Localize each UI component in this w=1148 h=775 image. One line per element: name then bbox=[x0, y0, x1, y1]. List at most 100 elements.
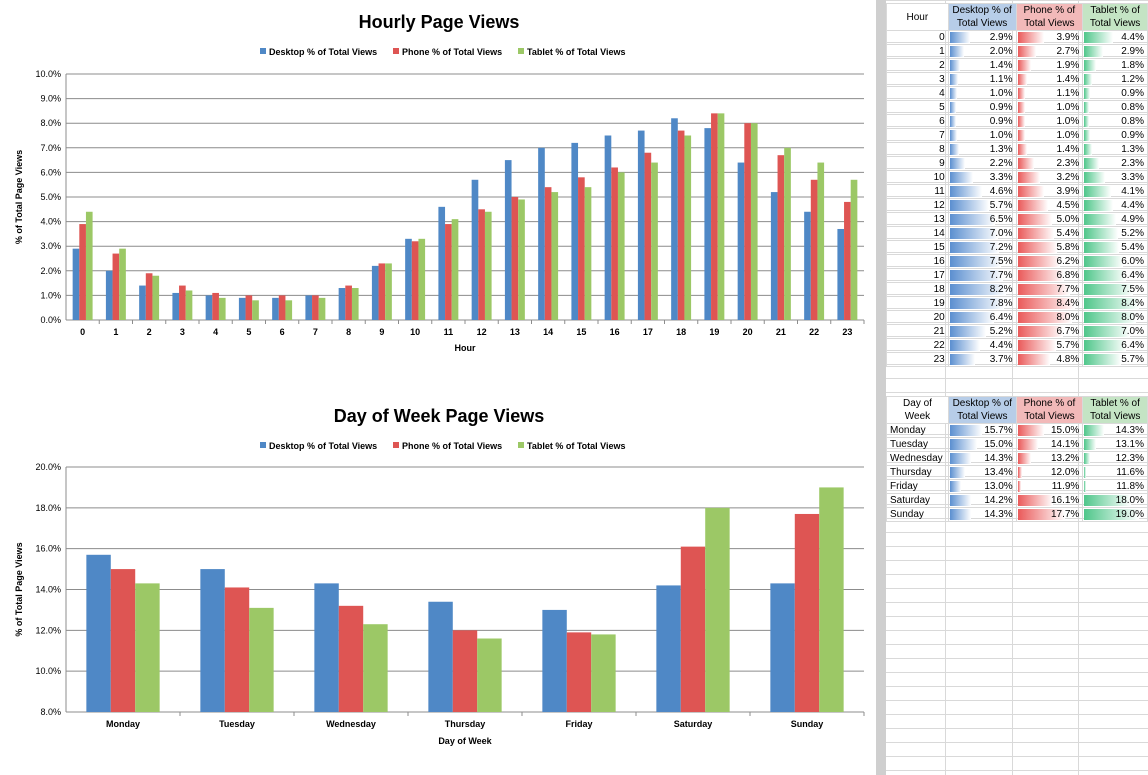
value-cell[interactable]: 0.9% bbox=[947, 114, 1017, 129]
header-phone[interactable]: Phone % of Total Views bbox=[1015, 3, 1084, 31]
value-cell[interactable]: 6.4% bbox=[947, 310, 1017, 325]
value-cell[interactable]: 13.1% bbox=[1082, 437, 1148, 452]
row-label-cell[interactable]: 2 bbox=[886, 58, 949, 73]
value-cell[interactable]: 1.8% bbox=[1082, 58, 1148, 73]
value-cell[interactable]: 2.3% bbox=[1082, 156, 1148, 171]
value-cell[interactable]: 3.3% bbox=[1082, 170, 1148, 185]
value-cell[interactable]: 3.9% bbox=[1015, 184, 1084, 199]
value-cell[interactable]: 2.2% bbox=[947, 156, 1017, 171]
value-cell[interactable]: 5.8% bbox=[1015, 240, 1084, 255]
value-cell[interactable]: 4.4% bbox=[1082, 30, 1148, 45]
header-phone[interactable]: Phone % of Total Views bbox=[1015, 396, 1084, 424]
value-cell[interactable]: 6.2% bbox=[1015, 254, 1084, 269]
row-label-cell[interactable]: 9 bbox=[886, 156, 949, 171]
value-cell[interactable]: 6.4% bbox=[1082, 338, 1148, 353]
value-cell[interactable]: 5.7% bbox=[947, 198, 1017, 213]
value-cell[interactable]: 14.3% bbox=[947, 507, 1017, 522]
row-label-cell[interactable]: 0 bbox=[886, 30, 949, 45]
value-cell[interactable]: 0.9% bbox=[947, 100, 1017, 115]
value-cell[interactable]: 5.2% bbox=[1082, 226, 1148, 241]
value-cell[interactable]: 2.3% bbox=[1015, 156, 1084, 171]
row-label-cell[interactable]: 17 bbox=[886, 268, 949, 283]
value-cell[interactable]: 16.1% bbox=[1015, 493, 1084, 508]
value-cell[interactable]: 2.7% bbox=[1015, 44, 1084, 59]
value-cell[interactable]: 4.6% bbox=[947, 184, 1017, 199]
value-cell[interactable]: 14.2% bbox=[947, 493, 1017, 508]
value-cell[interactable]: 15.0% bbox=[947, 437, 1017, 452]
value-cell[interactable]: 2.9% bbox=[1082, 44, 1148, 59]
value-cell[interactable]: 5.2% bbox=[947, 324, 1017, 339]
value-cell[interactable]: 1.0% bbox=[1015, 114, 1084, 129]
row-label-cell[interactable]: 18 bbox=[886, 282, 949, 297]
row-label-cell[interactable]: Saturday bbox=[886, 493, 949, 508]
header-tablet[interactable]: Tablet % of Total Views bbox=[1082, 3, 1148, 31]
value-cell[interactable]: 1.1% bbox=[1015, 86, 1084, 101]
row-label-cell[interactable]: 19 bbox=[886, 296, 949, 311]
value-cell[interactable]: 1.1% bbox=[947, 72, 1017, 87]
header-tablet[interactable]: Tablet % of Total Views bbox=[1082, 396, 1148, 424]
row-label-cell[interactable]: 11 bbox=[886, 184, 949, 199]
value-cell[interactable]: 1.0% bbox=[947, 128, 1017, 143]
value-cell[interactable]: 7.8% bbox=[947, 296, 1017, 311]
header-desktop[interactable]: Desktop % of Total Views bbox=[947, 3, 1017, 31]
value-cell[interactable]: 6.7% bbox=[1015, 324, 1084, 339]
value-cell[interactable]: 14.1% bbox=[1015, 437, 1084, 452]
row-label-cell[interactable]: 13 bbox=[886, 212, 949, 227]
value-cell[interactable]: 2.9% bbox=[947, 30, 1017, 45]
row-label-cell[interactable]: Wednesday bbox=[886, 451, 949, 466]
value-cell[interactable]: 1.4% bbox=[1015, 72, 1084, 87]
value-cell[interactable]: 1.3% bbox=[947, 142, 1017, 157]
value-cell[interactable]: 5.0% bbox=[1015, 212, 1084, 227]
value-cell[interactable]: 11.9% bbox=[1015, 479, 1084, 494]
row-label-cell[interactable]: 6 bbox=[886, 114, 949, 129]
value-cell[interactable]: 13.4% bbox=[947, 465, 1017, 480]
row-label-cell[interactable]: 7 bbox=[886, 128, 949, 143]
value-cell[interactable]: 5.4% bbox=[1082, 240, 1148, 255]
row-label-cell[interactable]: 8 bbox=[886, 142, 949, 157]
value-cell[interactable]: 13.0% bbox=[947, 479, 1017, 494]
value-cell[interactable]: 3.7% bbox=[947, 352, 1017, 367]
value-cell[interactable]: 1.4% bbox=[947, 58, 1017, 73]
row-label-cell[interactable]: 4 bbox=[886, 86, 949, 101]
value-cell[interactable]: 6.4% bbox=[1082, 268, 1148, 283]
row-label-cell[interactable]: Sunday bbox=[886, 507, 949, 522]
value-cell[interactable]: 3.3% bbox=[947, 170, 1017, 185]
value-cell[interactable]: 19.0% bbox=[1082, 507, 1148, 522]
value-cell[interactable]: 3.9% bbox=[1015, 30, 1084, 45]
value-cell[interactable]: 7.5% bbox=[1082, 282, 1148, 297]
row-label-cell[interactable]: 1 bbox=[886, 44, 949, 59]
value-cell[interactable]: 5.7% bbox=[1015, 338, 1084, 353]
header-hour[interactable]: Hour bbox=[886, 3, 949, 31]
value-cell[interactable]: 7.5% bbox=[947, 254, 1017, 269]
value-cell[interactable]: 0.9% bbox=[1082, 86, 1148, 101]
row-label-cell[interactable]: Thursday bbox=[886, 465, 949, 480]
value-cell[interactable]: 1.2% bbox=[1082, 72, 1148, 87]
value-cell[interactable]: 18.0% bbox=[1082, 493, 1148, 508]
row-label-cell[interactable]: Friday bbox=[886, 479, 949, 494]
row-label-cell[interactable]: 16 bbox=[886, 254, 949, 269]
value-cell[interactable]: 1.3% bbox=[1082, 142, 1148, 157]
value-cell[interactable]: 0.8% bbox=[1082, 114, 1148, 129]
value-cell[interactable]: 7.7% bbox=[1015, 282, 1084, 297]
value-cell[interactable]: 1.0% bbox=[947, 86, 1017, 101]
row-label-cell[interactable]: 12 bbox=[886, 198, 949, 213]
row-label-cell[interactable]: 10 bbox=[886, 170, 949, 185]
value-cell[interactable]: 1.9% bbox=[1015, 58, 1084, 73]
value-cell[interactable]: 14.3% bbox=[1082, 423, 1148, 438]
row-label-cell[interactable]: 20 bbox=[886, 310, 949, 325]
row-label-cell[interactable]: 21 bbox=[886, 324, 949, 339]
row-label-cell[interactable]: Monday bbox=[886, 423, 949, 438]
value-cell[interactable]: 7.0% bbox=[1082, 324, 1148, 339]
value-cell[interactable]: 6.8% bbox=[1015, 268, 1084, 283]
value-cell[interactable]: 11.6% bbox=[1082, 465, 1148, 480]
value-cell[interactable]: 0.9% bbox=[1082, 128, 1148, 143]
header-desktop[interactable]: Desktop % of Total Views bbox=[947, 396, 1017, 424]
value-cell[interactable]: 13.2% bbox=[1015, 451, 1084, 466]
value-cell[interactable]: 8.2% bbox=[947, 282, 1017, 297]
row-label-cell[interactable]: 15 bbox=[886, 240, 949, 255]
value-cell[interactable]: 5.4% bbox=[1015, 226, 1084, 241]
value-cell[interactable]: 14.3% bbox=[947, 451, 1017, 466]
value-cell[interactable]: 0.8% bbox=[1082, 100, 1148, 115]
value-cell[interactable]: 15.0% bbox=[1015, 423, 1084, 438]
value-cell[interactable]: 8.4% bbox=[1015, 296, 1084, 311]
